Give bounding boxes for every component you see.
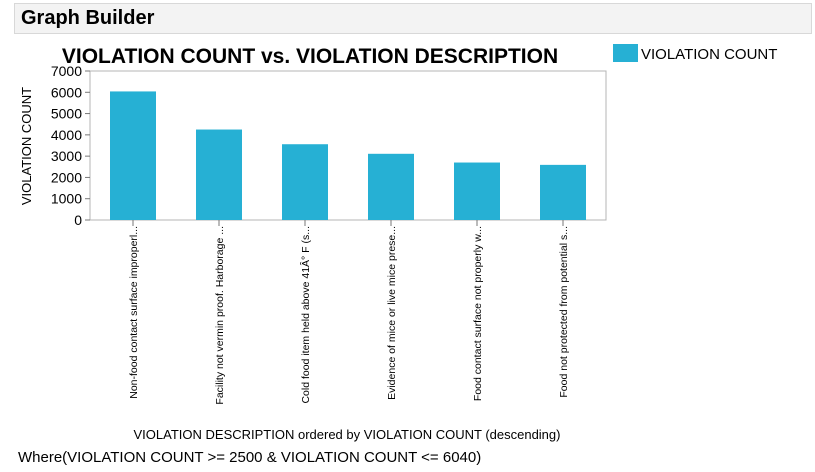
window-title: Graph Builder	[21, 7, 155, 29]
x-tick-label: Evidence of mice or live mice prese...	[386, 226, 398, 400]
y-tick-label: 1000	[51, 191, 82, 207]
bar	[282, 144, 328, 220]
y-tick-label: 0	[74, 212, 82, 228]
y-tick-label: 7000	[51, 63, 82, 79]
bars	[110, 91, 586, 220]
x-axis-label: VIOLATION DESCRIPTION ordered by VIOLATI…	[134, 427, 561, 442]
x-tick-label: Food contact surface not properly w...	[472, 226, 484, 401]
legend-swatch	[613, 44, 638, 62]
x-tick-label: Non-food contact surface improperl...	[128, 226, 140, 399]
x-tick-label: Food not protected from potential s...	[558, 226, 570, 398]
bar	[196, 129, 242, 220]
window-header: Graph Builder	[14, 3, 812, 34]
plot-frame	[89, 70, 607, 221]
y-tick-label: 5000	[51, 106, 82, 122]
x-tick-label: Cold food item held above 41Â° F (s...	[299, 226, 312, 404]
bar	[540, 164, 586, 220]
x-axis: Non-food contact surface improperl... Fac…	[128, 220, 570, 405]
y-tick-label: 6000	[51, 84, 82, 100]
y-tick-label: 4000	[51, 127, 82, 143]
filter-text: Where(VIOLATION COUNT >= 2500 & VIOLATIO…	[18, 449, 482, 466]
y-axis-label: VIOLATION COUNT	[19, 87, 34, 205]
bar	[368, 153, 414, 220]
y-tick-label: 2000	[51, 169, 82, 185]
y-axis: 0 1000 2000 3000 4000 5000 6000 7000	[51, 63, 90, 228]
bar	[110, 91, 156, 220]
legend: VIOLATION COUNT	[613, 44, 777, 63]
y-tick-label: 3000	[51, 148, 82, 164]
legend-label: VIOLATION COUNT	[641, 46, 777, 63]
x-tick-label: Facility not vermin proof. Harborage ...	[214, 226, 226, 405]
bar	[454, 162, 500, 220]
chart-title: VIOLATION COUNT vs. VIOLATION DESCRIPTIO…	[62, 45, 558, 68]
